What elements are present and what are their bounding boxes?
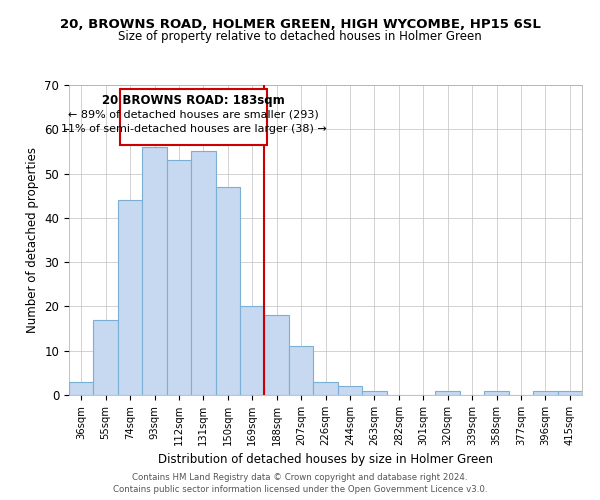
Text: 20, BROWNS ROAD, HOLMER GREEN, HIGH WYCOMBE, HP15 6SL: 20, BROWNS ROAD, HOLMER GREEN, HIGH WYCO… xyxy=(59,18,541,30)
Text: ← 89% of detached houses are smaller (293): ← 89% of detached houses are smaller (29… xyxy=(68,110,319,120)
Bar xyxy=(142,147,167,395)
Bar xyxy=(436,390,460,395)
Bar xyxy=(533,390,557,395)
Bar xyxy=(94,320,118,395)
Bar xyxy=(118,200,142,395)
Text: Contains HM Land Registry data © Crown copyright and database right 2024.
Contai: Contains HM Land Registry data © Crown c… xyxy=(113,473,487,494)
Bar xyxy=(338,386,362,395)
Bar xyxy=(120,90,267,145)
Bar xyxy=(240,306,265,395)
Bar xyxy=(557,390,582,395)
Text: Size of property relative to detached houses in Holmer Green: Size of property relative to detached ho… xyxy=(118,30,482,43)
Bar xyxy=(313,382,338,395)
Text: 11% of semi-detached houses are larger (38) →: 11% of semi-detached houses are larger (… xyxy=(61,124,326,134)
Y-axis label: Number of detached properties: Number of detached properties xyxy=(26,147,39,333)
Bar xyxy=(289,346,313,395)
Bar xyxy=(215,187,240,395)
Bar xyxy=(191,152,215,395)
Bar xyxy=(484,390,509,395)
Bar xyxy=(69,382,94,395)
Text: 20 BROWNS ROAD: 183sqm: 20 BROWNS ROAD: 183sqm xyxy=(102,94,285,107)
Bar xyxy=(167,160,191,395)
Bar xyxy=(362,390,386,395)
Bar xyxy=(265,316,289,395)
X-axis label: Distribution of detached houses by size in Holmer Green: Distribution of detached houses by size … xyxy=(158,454,493,466)
